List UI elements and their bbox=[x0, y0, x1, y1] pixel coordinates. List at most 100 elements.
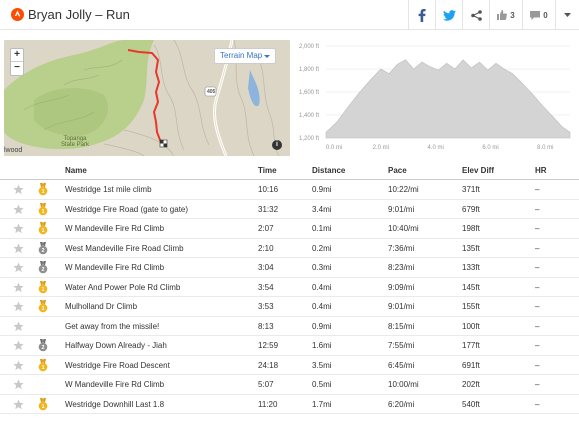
facebook-share-button[interactable] bbox=[408, 0, 435, 30]
elevation-area bbox=[325, 59, 571, 139]
segment-distance: 0.1mi bbox=[312, 224, 332, 233]
segment-elev-diff: 177ft bbox=[462, 341, 480, 350]
table-row[interactable]: W Mandeville Fire Rd Climb 5:07 0.5mi 10:00… bbox=[0, 375, 579, 395]
col-time[interactable]: Time bbox=[258, 166, 277, 175]
comments-button[interactable]: 0 bbox=[522, 0, 555, 30]
segment-distance: 0.4mi bbox=[312, 282, 332, 292]
table-row[interactable]: Get away from the missile! 8:13 0.9mi 8:15/… bbox=[0, 317, 579, 336]
star-icon[interactable] bbox=[13, 301, 24, 312]
star-icon[interactable] bbox=[13, 398, 24, 410]
zoom-control: + − bbox=[10, 48, 24, 76]
segment-name[interactable]: Westridge Fire Road Descent bbox=[65, 360, 170, 370]
star-icon[interactable] bbox=[13, 184, 24, 195]
segment-name[interactable]: W Mandeville Fire Rd Climb bbox=[65, 224, 165, 233]
segment-pace: 7:55/mi bbox=[388, 341, 415, 350]
segment-time: 12:59 bbox=[258, 341, 279, 350]
segment-pace: 10:40/mi bbox=[388, 224, 419, 233]
more-actions-dropdown[interactable] bbox=[555, 0, 579, 30]
gold-medal-icon: 1 bbox=[38, 300, 48, 313]
segment-name[interactable]: W Mandeville Fire Rd Climb bbox=[65, 380, 165, 389]
table-row[interactable]: 1 Westridge Fire Road (gate to gate) 31:32… bbox=[0, 200, 579, 219]
medal-rank: 1 bbox=[41, 209, 44, 215]
segment-elev-diff: 135ft bbox=[462, 243, 480, 253]
x-tick-label: 0.0 mi bbox=[326, 145, 342, 151]
col-elev-diff[interactable]: Elev Diff bbox=[462, 166, 495, 175]
map-info-button[interactable]: i bbox=[272, 140, 282, 150]
segment-time: 5:07 bbox=[258, 380, 274, 389]
y-tick-label: 1,200 ft bbox=[299, 136, 319, 142]
segment-hr: – bbox=[535, 263, 540, 272]
segment-time: 3:54 bbox=[258, 282, 274, 292]
table-row[interactable]: 2 Halfway Down Already - Jiah 12:59 1.6mi 7:… bbox=[0, 336, 579, 356]
segment-elev-diff: 371ft bbox=[462, 185, 480, 194]
table-row[interactable]: 1 Westridge 1st mile climb 10:16 0.9mi 10:22… bbox=[0, 180, 579, 200]
chevron-down-icon bbox=[564, 12, 571, 17]
caret-down-icon bbox=[264, 55, 270, 58]
silver-medal-icon: 2 bbox=[38, 261, 48, 274]
segment-distance: 1.6mi bbox=[312, 341, 332, 350]
table-row[interactable]: 2 W Mandeville Fire Rd Climb 3:04 0.3mi 8:23… bbox=[0, 258, 579, 278]
segment-time: 2:10 bbox=[258, 243, 274, 253]
col-pace[interactable]: Pace bbox=[388, 166, 407, 175]
segment-pace: 9:09/mi bbox=[388, 282, 415, 292]
star-icon[interactable] bbox=[13, 262, 24, 273]
segment-hr: – bbox=[535, 185, 540, 194]
segment-distance: 0.5mi bbox=[312, 380, 332, 389]
table-row[interactable]: 1 Westridge Fire Road Descent 24:18 3.5mi 6:… bbox=[0, 356, 579, 375]
segment-hr: – bbox=[535, 282, 540, 292]
segment-name[interactable]: Halfway Down Already - Jiah bbox=[65, 341, 167, 350]
segment-name[interactable]: Westridge 1st mile climb bbox=[65, 185, 152, 194]
silver-medal-icon: 2 bbox=[38, 339, 48, 352]
elevation-chart[interactable]: 2,000 ft 1,800 ft 1,600 ft 1,400 ft 1,200 ft… bbox=[296, 40, 579, 156]
comment-icon bbox=[530, 10, 541, 20]
segment-elev-diff: 155ft bbox=[462, 302, 480, 311]
map-type-dropdown[interactable]: Terrain Map bbox=[214, 48, 276, 64]
kudos-button[interactable]: 3 bbox=[489, 0, 522, 30]
segment-hr: – bbox=[535, 399, 540, 409]
star-icon[interactable] bbox=[13, 359, 24, 371]
gold-medal-icon: 1 bbox=[38, 183, 48, 196]
col-hr[interactable]: HR bbox=[535, 166, 547, 175]
segment-elev-diff: 133ft bbox=[462, 263, 480, 272]
route-map[interactable]: 405 Topanga State Park lwood + − Terrain… bbox=[4, 40, 290, 156]
table-row[interactable]: 2 West Mandeville Fire Road Climb 2:10 0.2m… bbox=[0, 239, 579, 258]
table-row[interactable]: 1 Mulholland Dr Climb 3:53 0.4mi 9:01/mi 155f… bbox=[0, 297, 579, 317]
col-name[interactable]: Name bbox=[65, 166, 87, 175]
segment-distance: 1.7mi bbox=[312, 399, 332, 409]
segment-hr: – bbox=[535, 204, 540, 214]
col-distance[interactable]: Distance bbox=[312, 166, 346, 175]
segment-pace: 6:45/mi bbox=[388, 360, 415, 370]
star-icon[interactable] bbox=[13, 281, 24, 293]
segment-distance: 0.3mi bbox=[312, 263, 332, 272]
segment-distance: 0.9mi bbox=[312, 185, 332, 194]
zoom-in-button[interactable]: + bbox=[11, 49, 23, 62]
segment-time: 11:20 bbox=[258, 399, 278, 409]
star-icon[interactable] bbox=[13, 320, 24, 332]
star-icon[interactable] bbox=[13, 340, 24, 351]
table-row[interactable]: 1 W Mandeville Fire Rd Climb 2:07 0.1mi 10:4… bbox=[0, 219, 579, 239]
segment-hr: – bbox=[535, 360, 540, 370]
segment-name[interactable]: W Mandeville Fire Rd Climb bbox=[65, 263, 165, 272]
segments-table: Name Time Distance Pace Elev Diff HR 1 We… bbox=[0, 163, 579, 414]
star-icon[interactable] bbox=[13, 242, 24, 254]
zoom-out-button[interactable]: − bbox=[14, 62, 20, 73]
segment-hr: – bbox=[535, 302, 540, 311]
segment-elev-diff: 679ft bbox=[462, 204, 480, 214]
facebook-icon bbox=[418, 8, 426, 22]
segment-pace: 8:15/mi bbox=[388, 321, 415, 331]
table-row[interactable]: 1 Water And Power Pole Rd Climb 3:54 0.4mi 9… bbox=[0, 278, 579, 297]
twitter-share-button[interactable] bbox=[435, 0, 462, 30]
segment-elev-diff: 145ft bbox=[462, 282, 480, 292]
star-icon[interactable] bbox=[13, 223, 24, 234]
share-button[interactable] bbox=[462, 0, 489, 30]
star-icon[interactable] bbox=[13, 379, 24, 390]
segment-name[interactable]: West Mandeville Fire Road Climb bbox=[65, 243, 184, 253]
segment-name[interactable]: Water And Power Pole Rd Climb bbox=[65, 282, 181, 292]
segment-elev-diff: 198ft bbox=[462, 224, 480, 233]
segment-name[interactable]: Get away from the missile! bbox=[65, 321, 160, 331]
star-icon[interactable] bbox=[13, 203, 24, 215]
segment-name[interactable]: Westridge Downhill Last 1.8 bbox=[65, 399, 165, 409]
segment-name[interactable]: Mulholland Dr Climb bbox=[65, 302, 138, 311]
table-row[interactable]: 1 Westridge Downhill Last 1.8 11:20 1.7mi 6:… bbox=[0, 395, 579, 414]
segment-name[interactable]: Westridge Fire Road (gate to gate) bbox=[65, 204, 189, 214]
